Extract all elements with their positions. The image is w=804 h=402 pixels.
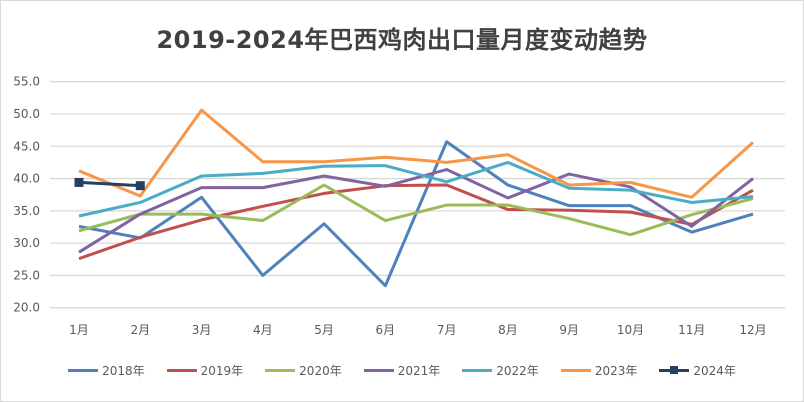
legend: 2018年 2019年 2020年 2021年 2022年 2023年 2024年 [0, 362, 804, 379]
legend-marker [670, 366, 679, 374]
x-tick-label: 4月 [253, 323, 273, 337]
legend-label: 2022年 [496, 364, 539, 378]
legend-item: 2020年 [265, 362, 342, 379]
x-tick-label: 5月 [314, 323, 334, 337]
series-line-2020年 [78, 183, 754, 237]
legend-swatch [166, 369, 197, 372]
y-tick-label: 45.0 [13, 139, 40, 153]
legend-item: 2021年 [363, 362, 441, 379]
legend-item: 2019年 [166, 362, 244, 379]
legend-label: 2019年 [200, 364, 244, 378]
legend-item: 2022年 [462, 362, 539, 379]
x-tick-label: 12月 [739, 323, 766, 337]
data-point [74, 177, 84, 187]
legend-swatch [265, 369, 296, 372]
y-tick-label: 35.0 [13, 204, 40, 218]
series-line-2019年 [78, 183, 754, 261]
y-tick-label: 40.0 [13, 172, 40, 186]
legend-swatch [363, 369, 394, 372]
legend-label: 2021年 [397, 364, 441, 378]
x-tick-label: 11月 [678, 323, 705, 337]
y-tick-label: 50.0 [13, 107, 40, 121]
legend-label: 2024年 [693, 364, 736, 378]
series-line-2023年 [78, 108, 755, 199]
data-point [135, 181, 145, 191]
chart-title: 2019-2024年巴西鸡肉出口量月度变动趋势 [156, 26, 648, 54]
legend-item: 2024年 [659, 362, 736, 379]
series-line-2024年 [78, 180, 141, 188]
legend-label: 2023年 [594, 364, 638, 378]
legend-swatch [560, 369, 591, 372]
legend-item: 2018年 [68, 362, 145, 379]
x-tick-label: 6月 [376, 323, 396, 337]
legend-swatch [68, 369, 99, 372]
legend-label: 2020年 [299, 364, 342, 378]
x-tick-label: 8月 [498, 323, 518, 337]
x-tick-label: 9月 [559, 323, 579, 337]
y-tick-label: 25.0 [13, 268, 40, 282]
x-tick-label: 3月 [192, 323, 212, 337]
legend-item: 2023年 [560, 362, 638, 379]
y-tick-label: 55.0 [13, 75, 40, 89]
x-tick-label: 1月 [69, 323, 89, 337]
series-line-2022年 [78, 160, 754, 218]
legend-swatch [659, 366, 690, 374]
x-tick-label: 10月 [617, 323, 644, 337]
legend-swatch [462, 369, 493, 372]
x-tick-label: 7月 [437, 323, 457, 337]
x-tick-label: 2月 [130, 323, 150, 337]
y-tick-label: 20.0 [13, 301, 40, 315]
legend-label: 2018年 [102, 364, 145, 378]
y-tick-label: 30.0 [13, 236, 40, 250]
